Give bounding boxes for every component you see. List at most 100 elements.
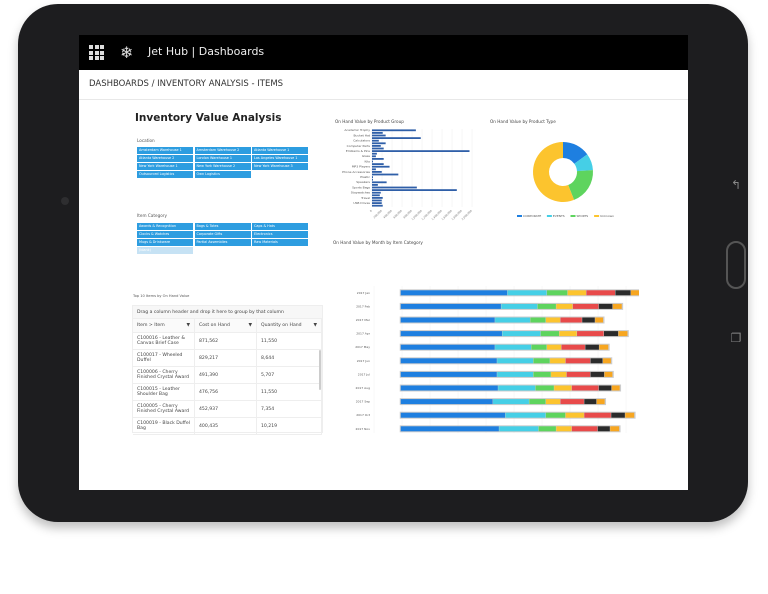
stacked-bar-segment[interactable] (565, 358, 591, 364)
stacked-bar-segment[interactable] (610, 426, 620, 432)
stacked-bar-segment[interactable] (598, 303, 613, 309)
bar[interactable] (372, 147, 384, 150)
location-option[interactable]: New York Warehouse 1 (137, 163, 193, 170)
legend-label[interactable]: CORPORATE (523, 214, 541, 218)
stacked-bar-segment[interactable] (596, 399, 605, 405)
location-option[interactable]: Amsterdam Warehouse 2 (194, 147, 251, 154)
bar[interactable] (372, 173, 399, 176)
back-icon[interactable]: ↰ (730, 178, 742, 192)
location-option[interactable]: Outsourced Logistics (137, 171, 193, 178)
table-row[interactable]: C100019 - Black Duffel Bag 400,435 10,219 (133, 418, 322, 435)
bar[interactable] (372, 191, 381, 194)
stacked-bar-segment[interactable] (604, 331, 619, 337)
stacked-bar-segment[interactable] (529, 399, 546, 405)
pie-slice[interactable] (563, 142, 588, 164)
stacked-bar-segment[interactable] (400, 317, 495, 323)
stacked-bar-segment[interactable] (546, 344, 562, 350)
stacked-bar-segment[interactable] (535, 385, 554, 391)
stacked-bar-segment[interactable] (400, 331, 502, 337)
snowflake-logo-icon[interactable]: ❄ (120, 43, 134, 62)
stacked-bar-segment[interactable] (540, 331, 560, 337)
stacked-bar-segment[interactable] (571, 385, 599, 391)
category-option[interactable]: Caps & Hats (252, 223, 308, 230)
table-row[interactable]: C100015 - Leather Shoulder Bag 476,756 11,… (133, 384, 322, 401)
stacked-bar-segment[interactable] (400, 303, 501, 309)
apps-grid-icon[interactable] (89, 45, 104, 60)
table-row[interactable]: C100005 - Cherry Finished Crystal Award 4… (133, 401, 322, 418)
filter-icon[interactable]: ▼ (313, 323, 317, 328)
stacked-bar-segment[interactable] (530, 317, 546, 323)
stacked-bar-segment[interactable] (571, 426, 598, 432)
bar[interactable] (372, 150, 470, 152)
category-option[interactable]: Clocks & Watches (137, 231, 193, 238)
stacked-bar-segment[interactable] (559, 331, 577, 337)
column-header-item[interactable]: Item > Item ▼ (133, 319, 195, 332)
bar[interactable] (372, 137, 421, 139)
stacked-bar-segment[interactable] (400, 385, 498, 391)
stacked-bar-segment[interactable] (545, 317, 561, 323)
stacked-bar-segment[interactable] (625, 412, 635, 418)
stacked-bar-segment[interactable] (400, 290, 508, 296)
bar[interactable] (372, 134, 386, 137)
stacked-bar-segment[interactable] (586, 290, 616, 296)
stacked-bar-segment[interactable] (546, 290, 568, 296)
stacked-bar-segment[interactable] (400, 399, 493, 405)
bar[interactable] (372, 152, 377, 155)
bar[interactable] (372, 204, 383, 207)
stacked-bar-segment[interactable] (585, 344, 599, 350)
stacked-bar-segment[interactable] (567, 290, 586, 296)
stacked-bar-segment[interactable] (556, 303, 573, 309)
bar[interactable] (372, 178, 373, 181)
stacked-bar-segment[interactable] (498, 385, 536, 391)
stacked-bar-segment[interactable] (400, 412, 506, 418)
stacked-bar-segment[interactable] (602, 358, 611, 364)
stacked-bar-segment[interactable] (507, 290, 547, 296)
bar[interactable] (372, 142, 386, 145)
stacked-bar-segment[interactable] (560, 317, 582, 323)
stacked-bar-segment[interactable] (590, 358, 603, 364)
category-option[interactable]: Partial Assemblies (194, 239, 251, 246)
location-option[interactable]: Own Logistics (194, 171, 251, 178)
bar[interactable] (372, 145, 381, 147)
category-option[interactable]: Corporate Gifts (194, 231, 251, 238)
stacked-bar-segment[interactable] (577, 331, 604, 337)
stacked-bar-segment[interactable] (611, 412, 625, 418)
pie-slice[interactable] (568, 170, 593, 200)
bar[interactable] (372, 160, 373, 163)
bar[interactable] (372, 181, 387, 184)
recent-apps-icon[interactable]: ❐ (730, 331, 742, 345)
legend-label[interactable]: EVENTS (553, 214, 565, 218)
table-scrollbar[interactable] (319, 350, 321, 390)
category-option[interactable]: (blank) (137, 247, 193, 254)
stacked-bar-segment[interactable] (533, 371, 551, 377)
stacked-bar-segment[interactable] (400, 358, 497, 364)
pie-slice[interactable] (533, 142, 575, 202)
stacked-bar-segment[interactable] (400, 371, 497, 377)
breadcrumb[interactable]: DASHBOARDS / INVENTORY ANALYSIS - ITEMS (89, 79, 284, 89)
location-option[interactable]: New York Warehouse 3 (252, 163, 308, 170)
category-option[interactable]: Raw Materials (252, 239, 308, 246)
table-row[interactable]: C100017 - Wheeled Duffel 829,217 8,644 (133, 350, 322, 367)
stacked-bar-segment[interactable] (612, 303, 622, 309)
bar[interactable] (372, 132, 383, 134)
column-header-cost[interactable]: Cost on Hand ▼ (195, 319, 257, 332)
stacked-bar-segment[interactable] (595, 317, 604, 323)
stacked-bar-segment[interactable] (560, 399, 584, 405)
stacked-bar-segment[interactable] (597, 426, 610, 432)
location-option[interactable]: Amsterdam Warehouse 1 (137, 147, 193, 154)
stacked-bar-segment[interactable] (615, 290, 631, 296)
filter-icon[interactable]: ▼ (186, 323, 190, 328)
stacked-bar-segment[interactable] (495, 317, 530, 323)
bar[interactable] (372, 171, 382, 173)
stacked-bar-segment[interactable] (537, 303, 556, 309)
group-drop-zone[interactable]: Drag a column header and drop it here to… (133, 306, 322, 319)
bar[interactable] (372, 186, 417, 189)
location-option[interactable]: London Warehouse 1 (194, 155, 251, 162)
stacked-bar-segment[interactable] (604, 371, 613, 377)
legend-label[interactable]: SPORTS (577, 214, 589, 218)
stacked-bar-segment[interactable] (400, 426, 499, 432)
home-button[interactable] (726, 241, 746, 289)
stacked-bar-segment[interactable] (545, 412, 566, 418)
location-option[interactable]: Atlanta Warehouse 2 (137, 155, 193, 162)
category-option[interactable]: Electronics (252, 231, 308, 238)
